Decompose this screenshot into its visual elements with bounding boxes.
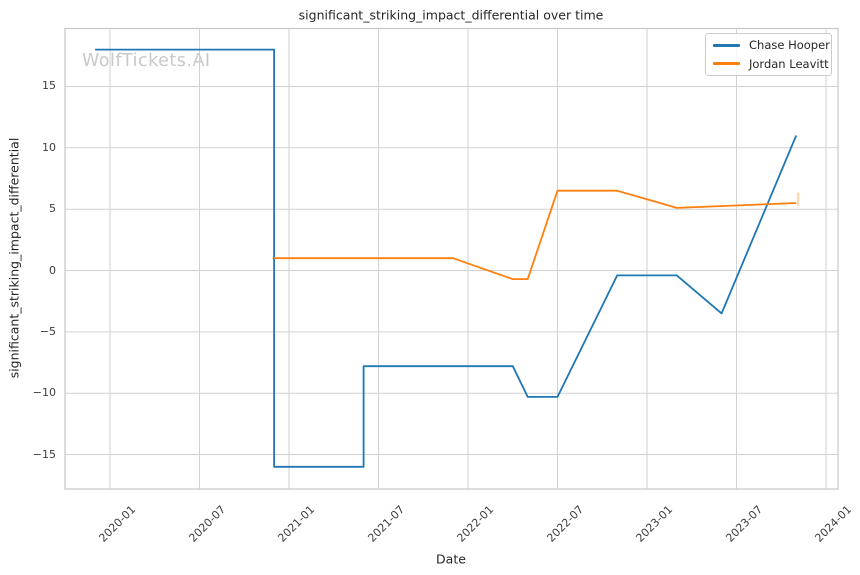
y-axis-label: significant_striking_impact_differential [6,137,22,379]
series-line-chase-hooper [95,48,798,468]
legend-item-jordan-leavitt: Jordan Leavitt [713,55,829,74]
y-tick-label: −15 [32,447,56,461]
chart-title: significant_striking_impact_differential… [298,7,604,23]
y-tick-label: −10 [32,386,56,400]
legend-label: Jordan Leavitt [749,56,829,71]
legend-item-chase-hooper: Chase Hooper [713,36,830,55]
y-tick-label: 5 [49,202,56,216]
y-tick-label: 15 [42,79,56,93]
watermark: WolfTickets.AI [82,51,211,71]
legend-line-swatch-orange [713,62,740,66]
y-tick-label: −5 [39,324,56,338]
legend-label: Chase Hooper [749,38,830,53]
y-tick-label: 0 [49,263,56,277]
legend: Chase Hooper Jordan Leavitt [705,33,832,76]
y-tick-label: 10 [42,140,56,154]
x-axis-label: Date [436,551,466,567]
legend-line-swatch-blue [713,43,740,47]
series-line-jordan-leavitt [274,189,797,281]
plot-border [64,27,839,490]
